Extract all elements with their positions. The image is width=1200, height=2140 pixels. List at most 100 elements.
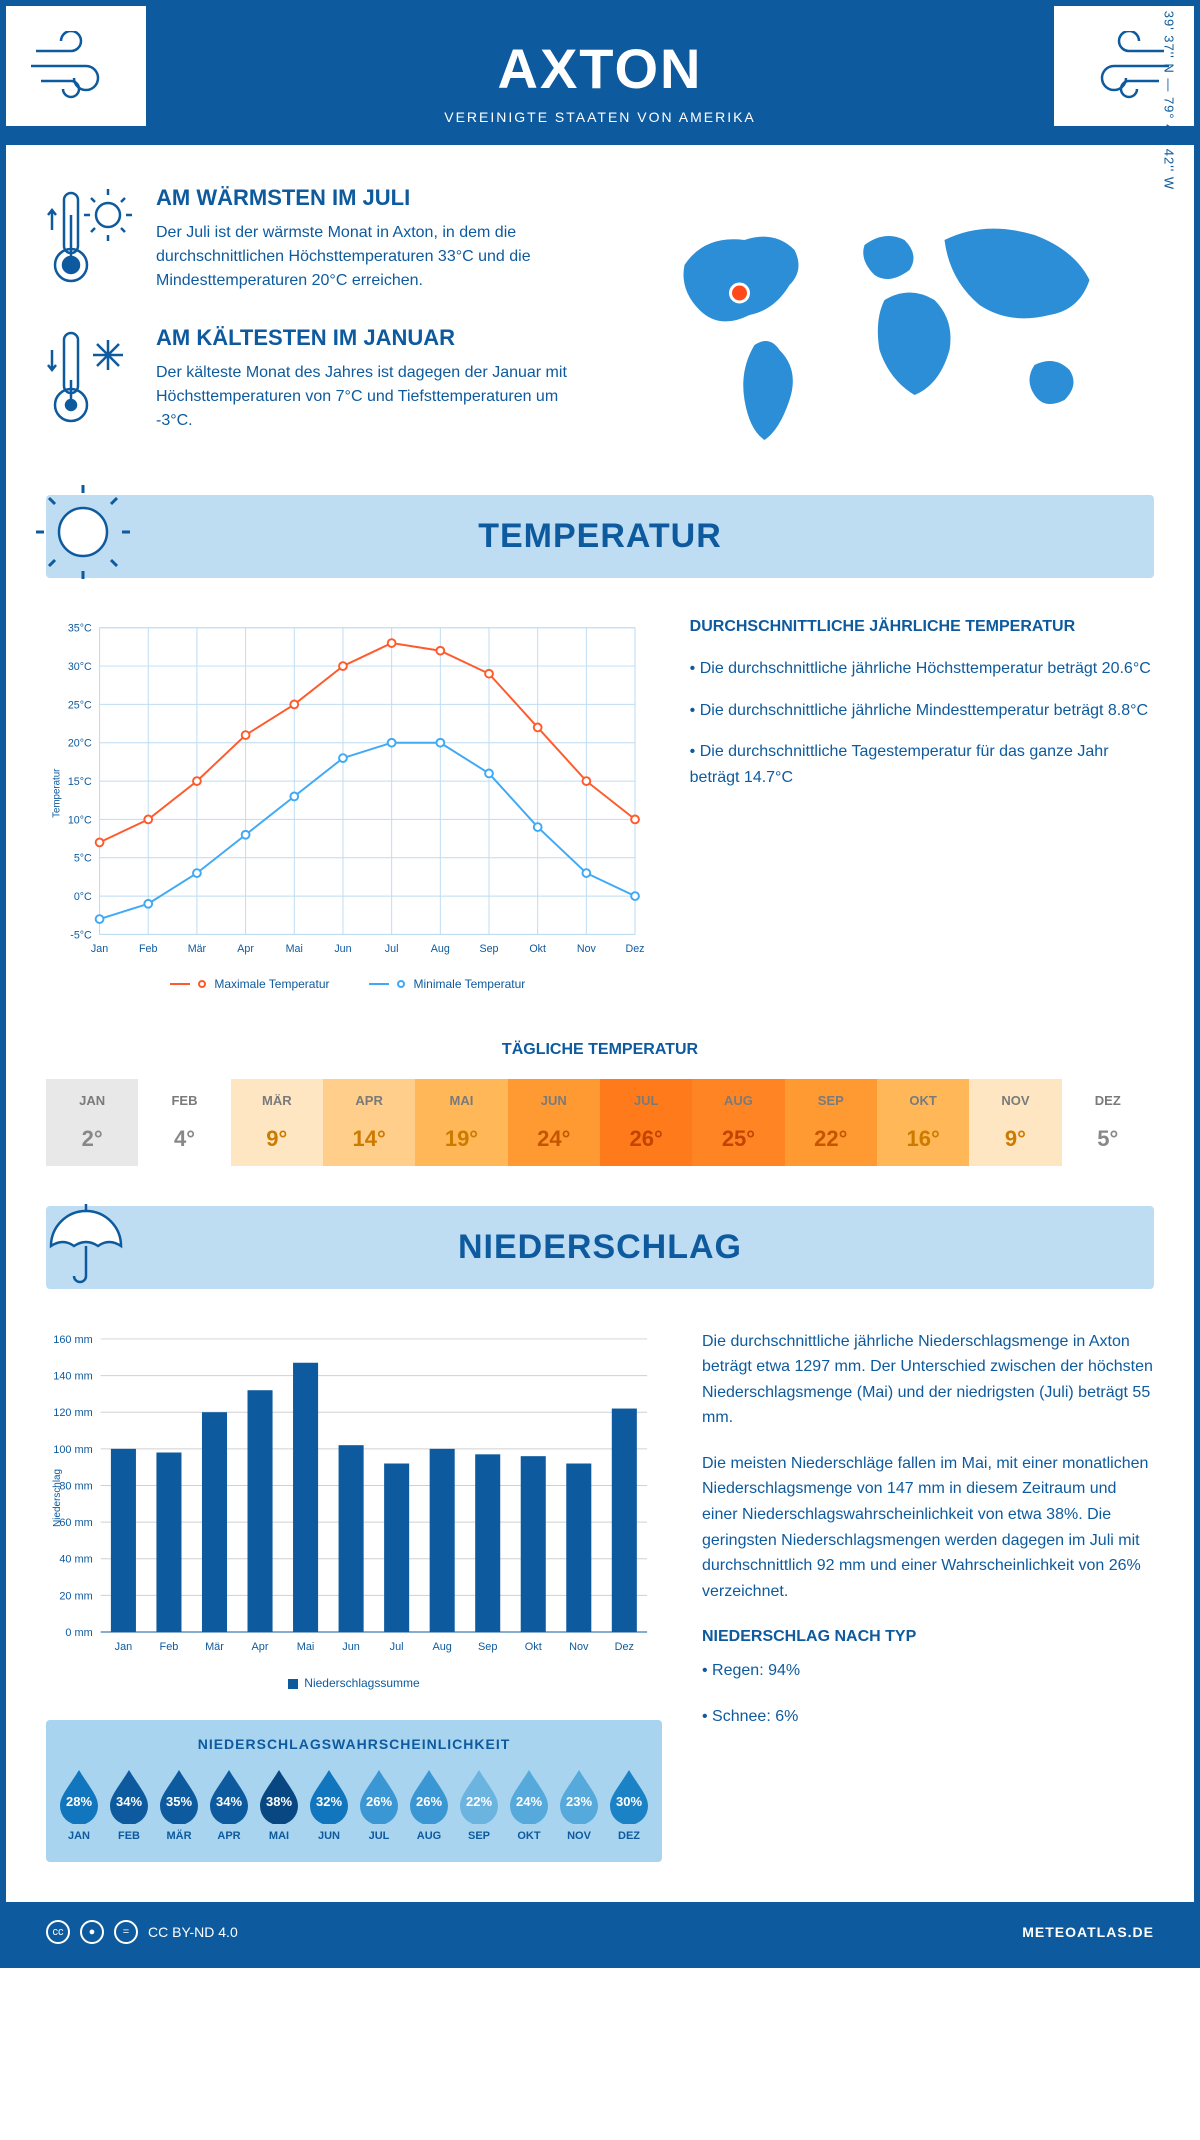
svg-text:140 mm: 140 mm	[53, 1370, 92, 1382]
cc-icon: cc	[46, 1920, 70, 1944]
warmest-heading: AM WÄRMSTEN IM JULI	[156, 185, 585, 211]
svg-text:Aug: Aug	[431, 943, 450, 955]
sun-icon	[36, 485, 131, 580]
nd-icon: =	[114, 1920, 138, 1944]
temp-summary-b2: • Die durchschnittliche jährliche Mindes…	[690, 698, 1154, 724]
svg-text:Feb: Feb	[139, 943, 157, 955]
thermometer-sun-icon	[46, 185, 136, 295]
svg-text:-5°C: -5°C	[70, 929, 92, 941]
svg-text:60 mm: 60 mm	[59, 1517, 92, 1529]
warmest-block: AM WÄRMSTEN IM JULI Der Juli ist der wär…	[46, 185, 585, 295]
svg-text:Nov: Nov	[569, 1640, 589, 1652]
daily-cell: FEB4°	[138, 1079, 230, 1166]
svg-text:80 mm: 80 mm	[59, 1480, 92, 1492]
svg-text:15°C: 15°C	[68, 776, 92, 788]
by-icon: ●	[80, 1920, 104, 1944]
daily-cell: JAN2°	[46, 1079, 138, 1166]
daily-temp-grid: JAN2°FEB4°MÄR9°APR14°MAI19°JUN24°JUL26°A…	[46, 1079, 1154, 1166]
temperature-section-header: TEMPERATUR	[46, 495, 1154, 578]
precip-probability-box: NIEDERSCHLAGSWAHRSCHEINLICHKEIT 28%JAN34…	[46, 1720, 662, 1862]
precip-bar-chart: 0 mm 20 mm 40 mm 60 mm 80 mm 100 mm 120 mm 140 …	[46, 1329, 662, 1691]
svg-text:Nov: Nov	[577, 943, 597, 955]
svg-text:Jan: Jan	[115, 1640, 133, 1652]
svg-text:Jul: Jul	[390, 1640, 404, 1652]
svg-text:Mai: Mai	[286, 943, 303, 955]
daily-temp-heading: TÄGLICHE TEMPERATUR	[6, 1041, 1194, 1059]
precip-type-b2: • Schnee: 6%	[702, 1704, 1154, 1730]
precip-prob-drop: 35%MÄR	[156, 1768, 202, 1842]
svg-text:Sep: Sep	[478, 1640, 497, 1652]
site-name: METEOATLAS.DE	[1022, 1924, 1154, 1940]
city-title: AXTON	[6, 36, 1194, 101]
daily-cell: MAI19°	[415, 1079, 507, 1166]
daily-cell: APR14°	[323, 1079, 415, 1166]
precip-prob-drop: 23%NOV	[556, 1768, 602, 1842]
coldest-body: Der kälteste Monat des Jahres ist dagege…	[156, 361, 585, 433]
precip-type-b1: • Regen: 94%	[702, 1658, 1154, 1684]
wind-decoration-left	[6, 6, 146, 126]
license-block: cc ● = CC BY-ND 4.0	[46, 1920, 238, 1944]
precip-prob-drop: 24%OKT	[506, 1768, 552, 1842]
svg-text:100 mm: 100 mm	[53, 1443, 92, 1455]
svg-text:Feb: Feb	[160, 1640, 179, 1652]
license-text: CC BY-ND 4.0	[148, 1924, 238, 1940]
coldest-block: AM KÄLTESTEN IM JANUAR Der kälteste Mona…	[46, 325, 585, 435]
precip-type-heading: NIEDERSCHLAG NACH TYP	[702, 1624, 1154, 1650]
svg-text:20°C: 20°C	[68, 738, 92, 750]
page-footer: cc ● = CC BY-ND 4.0 METEOATLAS.DE	[6, 1902, 1194, 1962]
precip-prob-drop: 32%JUN	[306, 1768, 352, 1842]
svg-text:Dez: Dez	[626, 943, 645, 955]
svg-text:20 mm: 20 mm	[59, 1590, 92, 1602]
precip-prob-drop: 34%APR	[206, 1768, 252, 1842]
intro-section: AM WÄRMSTEN IM JULI Der Juli ist der wär…	[6, 145, 1194, 495]
umbrella-icon	[36, 1196, 131, 1291]
coordinates: VIRGINIA 36° 39' 37'' N — 79° 42' 42'' W	[1162, 0, 1177, 190]
thermometer-snow-icon	[46, 325, 136, 435]
precip-prob-heading: NIEDERSCHLAGSWAHRSCHEINLICHKEIT	[56, 1736, 652, 1752]
precip-prob-drop: 26%AUG	[406, 1768, 452, 1842]
svg-text:Niederschlag: Niederschlag	[52, 1468, 63, 1526]
svg-text:5°C: 5°C	[74, 853, 92, 865]
precip-prob-drop: 30%DEZ	[606, 1768, 652, 1842]
daily-cell: OKT16°	[877, 1079, 969, 1166]
precip-prob-drop: 38%MAI	[256, 1768, 302, 1842]
warmest-body: Der Juli ist der wärmste Monat in Axton,…	[156, 221, 585, 293]
svg-text:Aug: Aug	[432, 1640, 451, 1652]
daily-cell: DEZ5°	[1062, 1079, 1154, 1166]
precip-section-header: NIEDERSCHLAG	[46, 1206, 1154, 1289]
world-map	[615, 185, 1154, 465]
temp-summary-heading: DURCHSCHNITTLICHE JÄHRLICHE TEMPERATUR	[690, 618, 1154, 636]
daily-cell: MÄR9°	[231, 1079, 323, 1166]
svg-text:160 mm: 160 mm	[53, 1333, 92, 1345]
svg-text:40 mm: 40 mm	[59, 1553, 92, 1565]
svg-text:120 mm: 120 mm	[53, 1407, 92, 1419]
svg-text:10°C: 10°C	[68, 814, 92, 826]
svg-text:0 mm: 0 mm	[65, 1626, 92, 1638]
svg-text:Mai: Mai	[297, 1640, 315, 1652]
temperature-line-chart: -5°C0°C5°C10°C15°C20°C25°C30°C35°CJanFeb…	[46, 618, 650, 991]
country-subtitle: VEREINIGTE STAATEN VON AMERIKA	[6, 109, 1194, 125]
page-header: AXTON VEREINIGTE STAATEN VON AMERIKA	[6, 6, 1194, 145]
svg-text:0°C: 0°C	[74, 891, 92, 903]
svg-text:Mär: Mär	[205, 1640, 224, 1652]
precip-text-p1: Die durchschnittliche jährliche Niedersc…	[702, 1329, 1154, 1431]
precip-heading: NIEDERSCHLAG	[68, 1228, 1132, 1267]
svg-text:35°C: 35°C	[68, 623, 92, 635]
daily-cell: AUG25°	[692, 1079, 784, 1166]
svg-text:Jun: Jun	[334, 943, 351, 955]
precip-prob-drop: 34%FEB	[106, 1768, 152, 1842]
daily-cell: NOV9°	[969, 1079, 1061, 1166]
temp-summary-b1: • Die durchschnittliche jährliche Höchst…	[690, 656, 1154, 682]
daily-cell: JUN24°	[508, 1079, 600, 1166]
svg-text:Apr: Apr	[252, 1640, 269, 1652]
svg-text:Jun: Jun	[342, 1640, 360, 1652]
temperature-heading: TEMPERATUR	[68, 517, 1132, 556]
svg-text:Temperatur: Temperatur	[52, 768, 63, 818]
coldest-heading: AM KÄLTESTEN IM JANUAR	[156, 325, 585, 351]
precip-prob-drop: 28%JAN	[56, 1768, 102, 1842]
svg-text:Dez: Dez	[615, 1640, 634, 1652]
precip-text-p2: Die meisten Niederschläge fallen im Mai,…	[702, 1451, 1154, 1605]
svg-text:Okt: Okt	[525, 1640, 542, 1652]
precip-chart-legend: Niederschlagssumme	[46, 1676, 662, 1690]
svg-text:Mär: Mär	[188, 943, 207, 955]
